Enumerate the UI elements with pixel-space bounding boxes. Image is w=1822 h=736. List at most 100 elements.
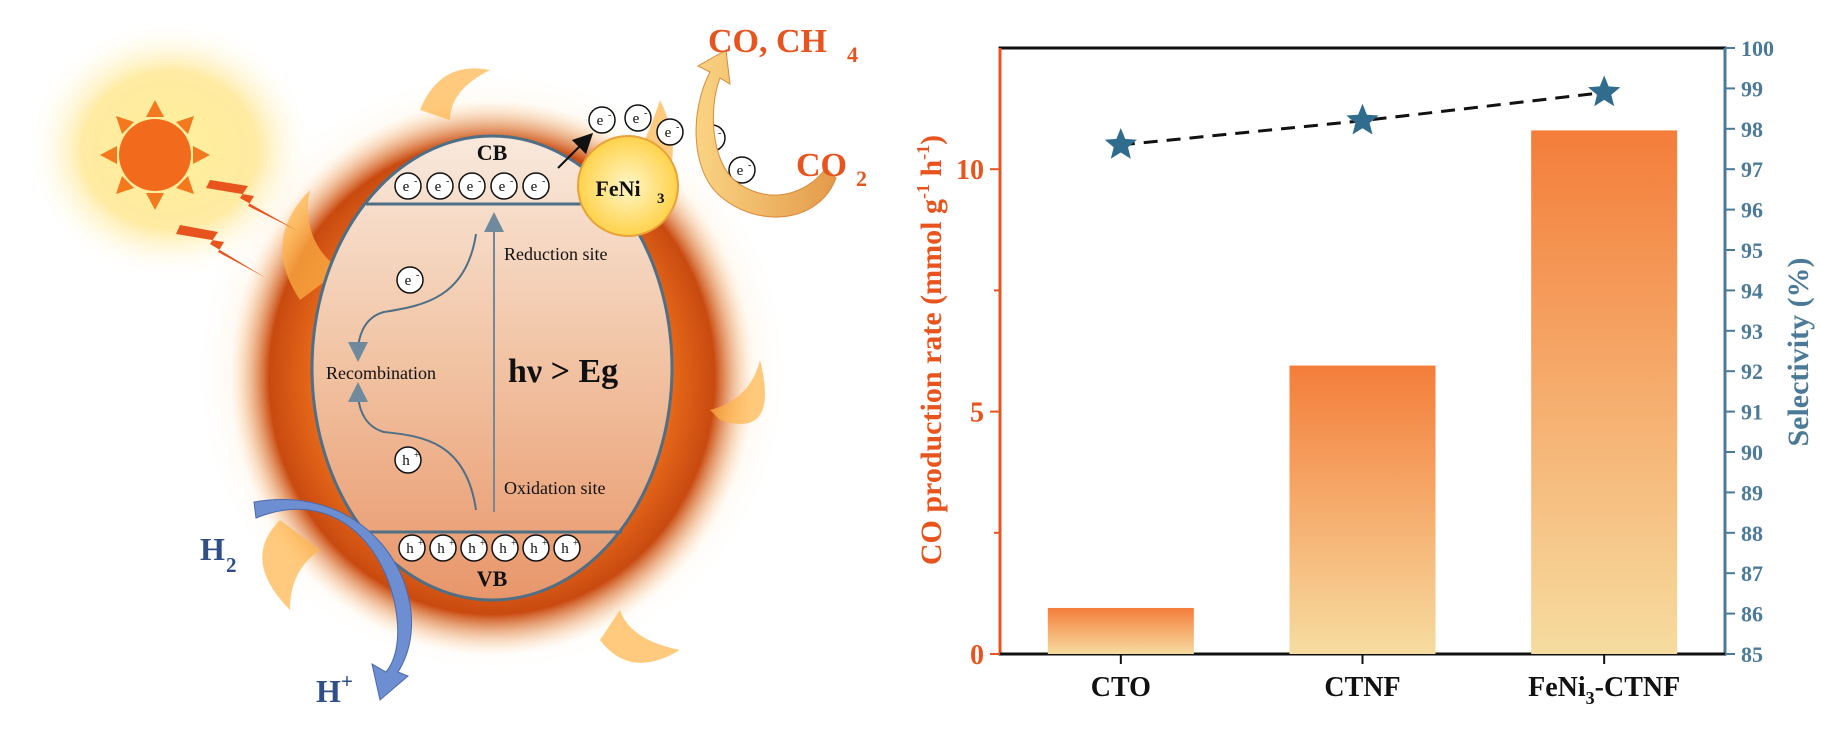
- vb-hole-text: h: [561, 541, 569, 557]
- transferred-electron-circle: [656, 118, 684, 146]
- vb-hole-text: h: [468, 541, 476, 557]
- recomb-electron-text: e: [405, 273, 412, 289]
- right-tick-label: 100: [1741, 36, 1774, 61]
- cb-electron: e-: [394, 172, 422, 200]
- left-tick-label: 5: [970, 398, 984, 429]
- recombination-hole: h +: [394, 446, 422, 474]
- vb-hole-sup: +: [480, 538, 486, 549]
- selectivity-star: [1588, 75, 1621, 107]
- right-tick-label: 98: [1741, 117, 1763, 142]
- cb-electron-sup: -: [478, 176, 481, 187]
- cb-electron: e-: [458, 172, 486, 200]
- cb-electron-text: e: [467, 179, 474, 195]
- photocatalyst-particle: [310, 134, 674, 602]
- vb-hole: h +: [491, 534, 519, 562]
- transferred-electron-text: e: [737, 163, 744, 179]
- feni3-cocatalyst: [577, 135, 679, 237]
- product-label: CO, CH: [708, 23, 827, 60]
- feni3-label: FeNi: [595, 176, 640, 201]
- vb-hole: h +: [460, 534, 488, 562]
- cb-electron-sup: -: [542, 176, 545, 187]
- right-tick-label: 96: [1741, 198, 1763, 223]
- transferred-electron-sup: -: [676, 122, 679, 133]
- bar-FeNi3-CTNF: [1531, 130, 1678, 654]
- recomb-electron: e-: [396, 266, 424, 294]
- vb-hole-circle: [429, 534, 457, 562]
- cb-electron-sup: -: [414, 176, 417, 187]
- lightning-icon: [176, 180, 296, 278]
- left-tick-label: 10: [956, 155, 984, 186]
- x-tick-label: CTO: [1091, 672, 1151, 703]
- left-tick-label: 0: [970, 640, 984, 671]
- transferred-electron-sup: -: [748, 160, 751, 171]
- cb-electron-sup: -: [510, 176, 513, 187]
- cb-electrons: e-e-e-e-e-: [394, 172, 550, 200]
- right-tick-label: 92: [1741, 359, 1763, 384]
- vb-hole-text: h: [530, 541, 538, 557]
- cb-electron-circle: [522, 172, 550, 200]
- x-tick-label: CTNF: [1324, 672, 1400, 703]
- cb-electron-text: e: [499, 179, 506, 195]
- transferred-electron: e-: [728, 156, 756, 184]
- bars-layer: [1047, 130, 1678, 654]
- h2-oxidation-arrow: [253, 499, 413, 701]
- hole-recombination-path: [348, 382, 477, 511]
- vb-hole-circle: [491, 534, 519, 562]
- vb-holes: h + h + h + h + h + h +: [398, 534, 581, 562]
- x-labels-layer: CTO CTNF FeNi3-CTNF: [1091, 654, 1680, 708]
- right-tick-label: 91: [1741, 400, 1763, 425]
- cb-electron-circle: [458, 172, 486, 200]
- left-ticks-layer: 0 5 10: [956, 155, 1000, 671]
- right-tick-label: 90: [1741, 440, 1763, 465]
- recomb-hole: h +: [394, 446, 422, 474]
- vb-hole-circle: [398, 534, 426, 562]
- right-ticks-layer: 85 86 87 88 89 90 91 92 93 94 95 96 97 98 99 100: [1725, 36, 1774, 667]
- x-tick-label: FeNi3-CTNF: [1528, 672, 1680, 708]
- recomb-hole-circle: [394, 446, 422, 474]
- hplus-superscript: +: [341, 669, 353, 693]
- electron-transfer-arrow: [557, 132, 594, 169]
- reduction-site-label: Reduction site: [504, 244, 607, 264]
- cb-electron: e-: [426, 172, 454, 200]
- right-tick-label: 95: [1741, 238, 1763, 263]
- transferred-electron-sup: -: [718, 128, 721, 139]
- vb-hole-circle: [553, 534, 581, 562]
- bar-CTO: [1047, 607, 1194, 654]
- cb-label: CB: [477, 140, 508, 165]
- recomb-hole-sup: +: [414, 450, 420, 461]
- vb-hole-text: h: [437, 541, 445, 557]
- vb-hole: h +: [553, 534, 581, 562]
- right-tick-label: 99: [1741, 76, 1763, 101]
- h2-subscript: 2: [226, 553, 237, 577]
- co2-conversion-arrow: [695, 49, 837, 218]
- hplus-label: H: [316, 673, 341, 709]
- recombination-label: Recombination: [326, 363, 436, 383]
- right-tick-label: 86: [1741, 602, 1763, 627]
- recomb-hole-text: h: [402, 453, 410, 469]
- electron-recombination-path: [348, 233, 477, 362]
- bar-CTNF: [1289, 365, 1436, 654]
- transferred-electron-circle: [728, 156, 756, 184]
- transferred-electron-text: e: [633, 111, 640, 127]
- vb-hole-text: h: [406, 541, 414, 557]
- photocatalysis-diagram: CB VB e-e-e-e-e- h+h+h+h+h+h+ e-e-e-e-e-…: [25, 20, 867, 709]
- product-subscript: 4: [847, 42, 858, 67]
- transferred-electron: e-: [624, 104, 652, 132]
- cb-electron-circle: [490, 172, 518, 200]
- cb-electron-text: e: [435, 179, 442, 195]
- vb-hole-sup: +: [511, 538, 517, 549]
- selectivity-star: [1346, 103, 1379, 135]
- transferred-electron-text: e: [665, 125, 672, 141]
- cb-electron: e-: [490, 172, 518, 200]
- transferred-electron-sup: -: [644, 108, 647, 119]
- cb-electron-circle: [426, 172, 454, 200]
- y-axis-label: CO production rate (mmol g-1 h-1): [913, 135, 948, 565]
- vb-hole-sup: +: [573, 538, 579, 549]
- cb-electron-sup: -: [446, 176, 449, 187]
- transferred-electron-circle: [624, 104, 652, 132]
- h2-label: H: [200, 531, 225, 567]
- transferred-electron-text: e: [597, 113, 604, 129]
- recomb-electron-sup: -: [416, 270, 419, 281]
- right-tick-label: 89: [1741, 480, 1763, 505]
- vb-hole: h +: [522, 534, 550, 562]
